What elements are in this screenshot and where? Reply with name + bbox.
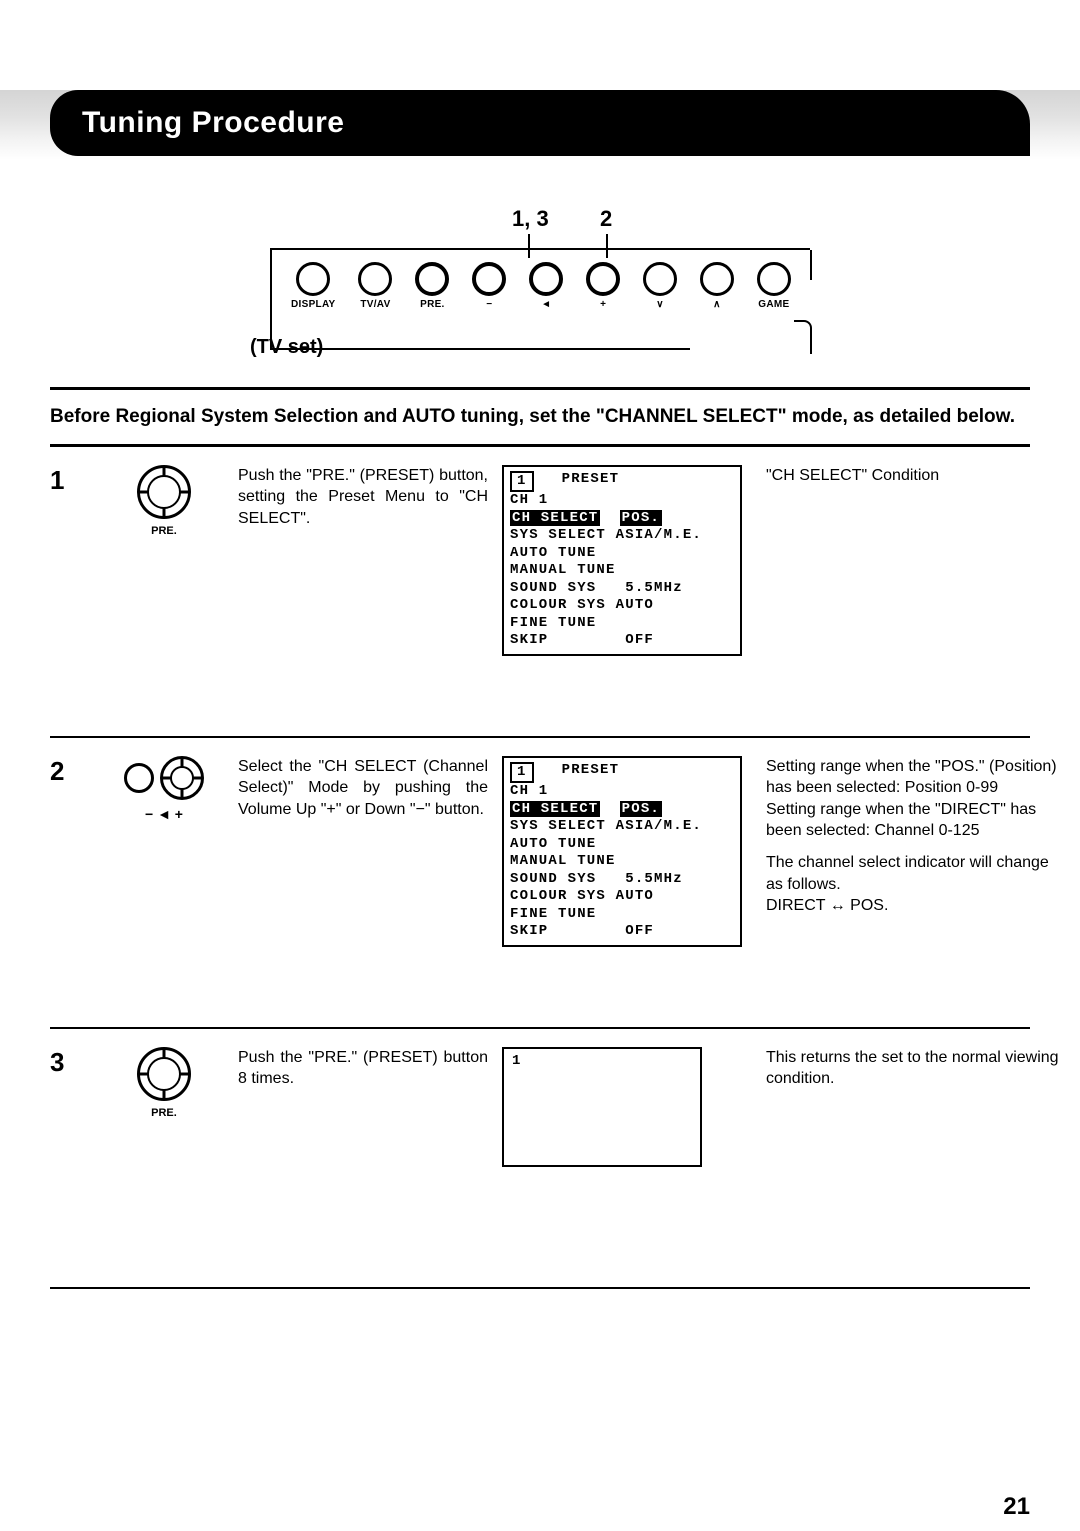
step-note: Setting range when the "POS." (Position)…: [766, 756, 1066, 917]
button-label: PRE.: [420, 299, 445, 310]
button-ring: [529, 262, 563, 296]
step-icons: PRE.: [104, 1047, 224, 1119]
osd-row: SKIP OFF: [510, 632, 734, 650]
knob-icon: [160, 756, 204, 800]
tv-button-panel: DISPLAY TV/AV PRE. − ◄ + ∨ ∧ GAME: [270, 248, 810, 318]
step-text: Select the "CH SELECT (Channel Select)" …: [238, 756, 488, 821]
note-line: [766, 842, 1066, 852]
note-line: DIRECT ↔ POS.: [766, 895, 1066, 917]
osd-row: FINE TUNE: [510, 906, 734, 924]
knob-icon: [137, 465, 191, 519]
osd-title: PRESET: [562, 471, 620, 493]
osd-row: CH SELECT POS.: [510, 801, 734, 819]
osd-row: SOUND SYS 5.5MHz: [510, 580, 734, 598]
osd-row: SYS SELECT ASIA/M.E.: [510, 527, 734, 545]
osd-row: AUTO TUNE: [510, 545, 734, 563]
callout-2: 2: [600, 206, 612, 232]
osd-row: AUTO TUNE: [510, 836, 734, 854]
button-ring: [757, 262, 791, 296]
button-ring: [700, 262, 734, 296]
page: Tuning Procedure 1, 3 2 DISPLAY TV/AV PR…: [0, 90, 1080, 1531]
step-text: Push the "PRE." (PRESET) button, setting…: [238, 465, 488, 530]
tv-outline: [270, 348, 690, 350]
button-ring: [586, 262, 620, 296]
tv-diagram: 1, 3 2 DISPLAY TV/AV PRE. − ◄ + ∨ ∧ GAME…: [50, 206, 1030, 359]
osd-menu: 1 PRESET CH 1 CH SELECT POS. SYS SELECT A…: [502, 465, 742, 656]
step-text: Push the "PRE." (PRESET) button 8 times.: [238, 1047, 488, 1090]
button-ring: [643, 262, 677, 296]
osd-row: COLOUR SYS AUTO: [510, 597, 734, 615]
button-label: ∧: [713, 299, 721, 310]
osd-row: SKIP OFF: [510, 923, 734, 941]
icon-caption: PRE.: [104, 1107, 224, 1119]
osd-channel-num: 1: [510, 471, 534, 493]
button-label: TV/AV: [360, 299, 390, 310]
step-number: 1: [50, 465, 90, 496]
osd-row: COLOUR SYS AUTO: [510, 888, 734, 906]
osd-row: CH 1: [510, 783, 734, 801]
divider: [50, 1027, 1030, 1029]
note-line: Setting range when the "DIRECT" has been…: [766, 799, 1066, 842]
step-number: 3: [50, 1047, 90, 1078]
osd-row: SOUND SYS 5.5MHz: [510, 871, 734, 889]
osd-title: PRESET: [562, 762, 620, 784]
tv-button: ◄: [529, 262, 563, 310]
step-note: "CH SELECT" Condition: [766, 465, 1066, 487]
step-number: 2: [50, 756, 90, 787]
button-label: GAME: [758, 299, 789, 310]
note-line: The channel select indicator will change…: [766, 852, 1066, 895]
title-bar: Tuning Procedure: [50, 90, 1030, 156]
tv-outline: [794, 320, 812, 354]
step-1: 1 PRE. Push the "PRE." (PRESET) button, …: [50, 465, 1030, 656]
step-2: 2 − ◄ + Select the "CH SELECT (Channel S…: [50, 756, 1030, 947]
intro-text: Before Regional System Selection and AUT…: [50, 404, 1030, 430]
tv-button: +: [586, 262, 620, 310]
button-ring: [296, 262, 330, 296]
tv-callouts: 1, 3 2: [270, 206, 810, 248]
tv-button: TV/AV: [358, 262, 392, 310]
tv-button: ∨: [643, 262, 677, 310]
osd-row: CH SELECT POS.: [510, 510, 734, 528]
divider: [50, 1287, 1030, 1289]
tv-button: GAME: [757, 262, 791, 310]
divider: [50, 736, 1030, 738]
callout-1-3: 1, 3: [512, 206, 549, 232]
osd-channel-num: 1: [512, 1053, 520, 1069]
page-number: 21: [1003, 1493, 1030, 1521]
osd-row: SYS SELECT ASIA/M.E.: [510, 818, 734, 836]
osd-row: MANUAL TUNE: [510, 562, 734, 580]
divider: [50, 387, 1030, 390]
button-label: +: [600, 299, 606, 310]
tv-button: −: [472, 262, 506, 310]
button-ring: [358, 262, 392, 296]
osd-row: MANUAL TUNE: [510, 853, 734, 871]
osd-row: CH 1: [510, 492, 734, 510]
osd-row: FINE TUNE: [510, 615, 734, 633]
step-icons: − ◄ +: [104, 756, 224, 822]
osd-channel-num: 1: [510, 762, 534, 784]
button-label: ◄: [541, 299, 551, 310]
step-note: This returns the set to the normal viewi…: [766, 1047, 1066, 1090]
button-label: ∨: [656, 299, 664, 310]
button-label: DISPLAY: [291, 299, 336, 310]
tv-button: PRE.: [415, 262, 449, 310]
button-label: −: [486, 299, 492, 310]
icon-caption: PRE.: [104, 525, 224, 537]
divider: [50, 444, 1030, 447]
knob-icon: [137, 1047, 191, 1101]
note-line: Setting range when the "POS." (Position)…: [766, 756, 1066, 799]
osd-screen-normal: 1: [502, 1047, 702, 1167]
button-ring: [472, 262, 506, 296]
tv-button-row: DISPLAY TV/AV PRE. − ◄ + ∨ ∧ GAME: [291, 262, 791, 310]
button-ring: [415, 262, 449, 296]
button-icon: [124, 763, 154, 793]
osd-menu: 1 PRESET CH 1 CH SELECT POS. SYS SELECT A…: [502, 756, 742, 947]
step-icons: PRE.: [104, 465, 224, 537]
tv-button: DISPLAY: [291, 262, 336, 310]
tv-outline: [270, 280, 272, 348]
volume-symbols: − ◄ +: [104, 806, 224, 822]
tv-button: ∧: [700, 262, 734, 310]
page-title: Tuning Procedure: [82, 106, 344, 140]
step-3: 3 PRE. Push the "PRE." (PRESET) button 8…: [50, 1047, 1030, 1167]
